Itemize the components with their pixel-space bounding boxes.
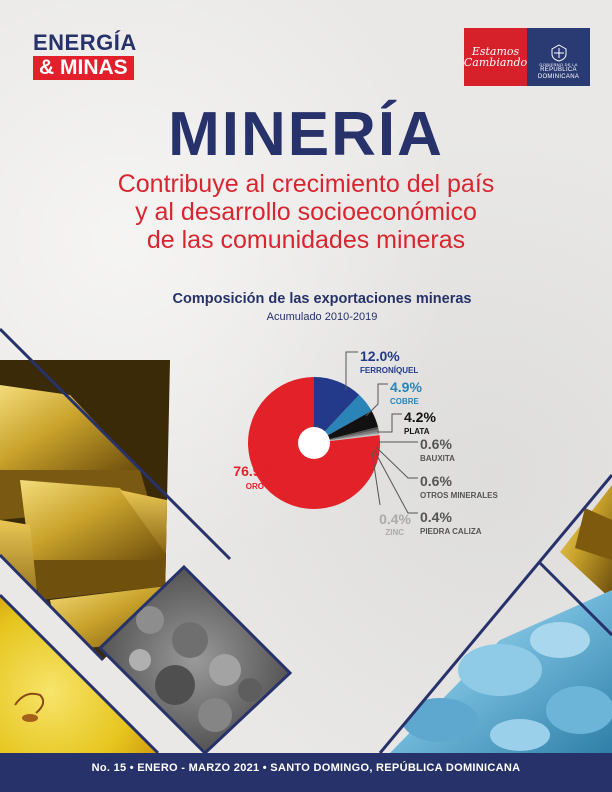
gold-bars-right-photo <box>560 485 612 600</box>
slice-label-zinc: ZINC <box>385 528 404 537</box>
footer-bar: No. 15 • ENERO - MARZO 2021 • SANTO DOMI… <box>0 753 612 792</box>
slogan-badge: Estamos Cambiando <box>464 28 527 86</box>
slice-value-plata: 4.2% <box>404 409 436 425</box>
slice-value-ferroníquel: 12.0% <box>360 348 400 364</box>
pie-slice-otros-minerales <box>314 429 380 443</box>
larimar-photo <box>390 590 612 753</box>
chart-subtitle: Acumulado 2010-2019 <box>266 311 378 323</box>
cover-subheadline: Contribuye al crecimiento del país y al … <box>0 170 612 254</box>
gold-bars-photo <box>0 360 170 660</box>
gov-small-text: GOBIERNO DE LA <box>539 62 578 67</box>
slice-label-oro: ORO <box>246 482 264 491</box>
pie-slice-zinc <box>314 433 380 443</box>
pie-chart <box>247 377 380 509</box>
slice-label-cobre: COBRE <box>390 397 420 406</box>
slice-label-otros-minerales: OTROS MINERALES <box>420 491 498 500</box>
slice-label-bauxita: BAUXITA <box>420 454 455 463</box>
leader-line-zinc <box>371 451 381 506</box>
slice-value-bauxita: 0.6% <box>420 436 452 452</box>
republic-badge: GOBIERNO DE LA REPÚBLICA DOMINICANA <box>527 28 590 86</box>
pie-slice-plata <box>314 410 379 443</box>
slice-label-piedra-caliza: PIEDRA CALIZA <box>420 527 482 536</box>
logo-line-2: & MINAS <box>33 56 134 80</box>
government-logo: Estamos Cambiando GOBIERNO DE LA REPÚBLI… <box>464 28 590 86</box>
subheadline-line: y al desarrollo socioeconómico <box>135 198 477 226</box>
pie-slice-ferroníquel <box>314 377 360 443</box>
slice-value-oro: 76.9% <box>233 463 273 479</box>
gov-name-text: REPÚBLICA DOMINICANA <box>537 67 580 80</box>
pie-center-hole <box>298 427 330 459</box>
issue-info: No. 15 • ENERO - MARZO 2021 • SANTO DOMI… <box>91 762 521 774</box>
pie-slice-bauxita <box>314 426 379 443</box>
leader-line-otros-minerales <box>375 446 418 479</box>
subheadline-line: Contribuye al crecimiento del país <box>117 170 495 198</box>
slice-label-plata: PLATA <box>404 427 430 436</box>
pie-labels: 76.9% ORO 12.0% FERRONÍQUEL 4.9% COBRE 4.2% PLA… <box>233 348 498 537</box>
slice-value-piedra-caliza: 0.4% <box>420 509 452 525</box>
slice-label-ferroníquel: FERRONÍQUEL <box>360 366 418 375</box>
chart-title: Composición de las exportaciones mineras <box>172 291 472 307</box>
coat-of-arms-icon <box>551 44 566 62</box>
leader-line-plata <box>377 413 402 433</box>
slice-value-otros-minerales: 0.6% <box>420 473 452 489</box>
slice-value-cobre: 4.9% <box>390 379 422 395</box>
leader-line-piedra-caliza <box>373 449 418 514</box>
pie-slice-cobre <box>314 394 372 443</box>
leader-line-cobre <box>365 383 388 417</box>
leader-line-ferroníquel <box>345 351 358 390</box>
energia-minas-logo: ENERGÍA & MINAS <box>33 31 137 80</box>
logo-line-1: ENERGÍA <box>33 30 137 55</box>
pie-slice-piedra-caliza <box>314 431 380 443</box>
subheadline-line: de las comunidades mineras <box>146 226 466 254</box>
cover-headline: MINERÍA <box>168 100 444 169</box>
slice-value-zinc: 0.4% <box>379 511 411 527</box>
